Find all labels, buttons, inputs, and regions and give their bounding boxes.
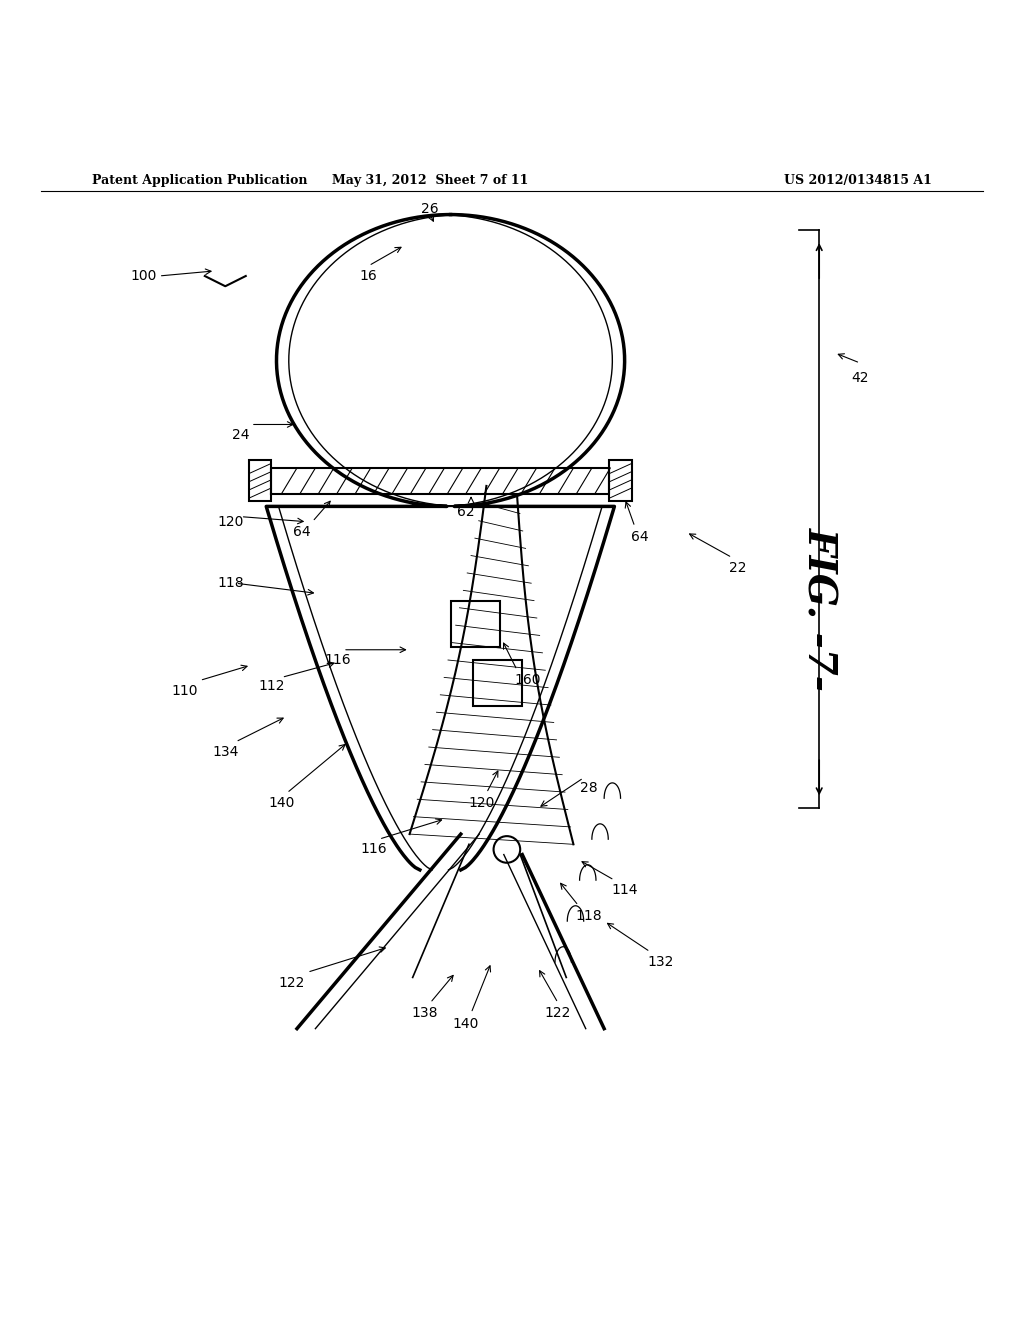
Text: 24: 24 [231, 428, 250, 442]
Text: US 2012/0134815 A1: US 2012/0134815 A1 [784, 174, 932, 186]
Text: 64: 64 [293, 525, 311, 539]
Text: 22: 22 [728, 561, 746, 574]
Text: 100: 100 [130, 269, 157, 282]
Text: 120: 120 [217, 515, 244, 529]
Text: 116: 116 [360, 842, 387, 857]
Text: 28: 28 [580, 781, 598, 795]
Text: FIG. -7-: FIG. -7- [800, 527, 839, 690]
Text: 118: 118 [575, 909, 602, 923]
Text: 118: 118 [217, 577, 244, 590]
FancyBboxPatch shape [249, 461, 271, 502]
Text: 140: 140 [268, 796, 295, 810]
Text: 120: 120 [468, 796, 495, 810]
FancyBboxPatch shape [473, 660, 522, 706]
Text: May 31, 2012  Sheet 7 of 11: May 31, 2012 Sheet 7 of 11 [332, 174, 528, 186]
Text: 140: 140 [453, 1016, 479, 1031]
Text: 122: 122 [279, 975, 305, 990]
FancyBboxPatch shape [609, 461, 632, 502]
Text: 114: 114 [611, 883, 638, 898]
Text: 110: 110 [171, 684, 198, 698]
Text: 26: 26 [421, 202, 439, 216]
Text: 42: 42 [851, 371, 869, 385]
Text: 116: 116 [325, 653, 351, 667]
Text: 112: 112 [258, 678, 285, 693]
Text: 132: 132 [647, 956, 674, 969]
Text: 62: 62 [457, 504, 475, 519]
Text: Patent Application Publication: Patent Application Publication [92, 174, 307, 186]
Text: 134: 134 [212, 746, 239, 759]
Text: 160: 160 [514, 673, 541, 688]
Text: 122: 122 [545, 1006, 571, 1020]
Text: 138: 138 [412, 1006, 438, 1020]
Text: 16: 16 [359, 269, 378, 282]
FancyBboxPatch shape [451, 601, 500, 647]
Text: 64: 64 [631, 531, 649, 544]
